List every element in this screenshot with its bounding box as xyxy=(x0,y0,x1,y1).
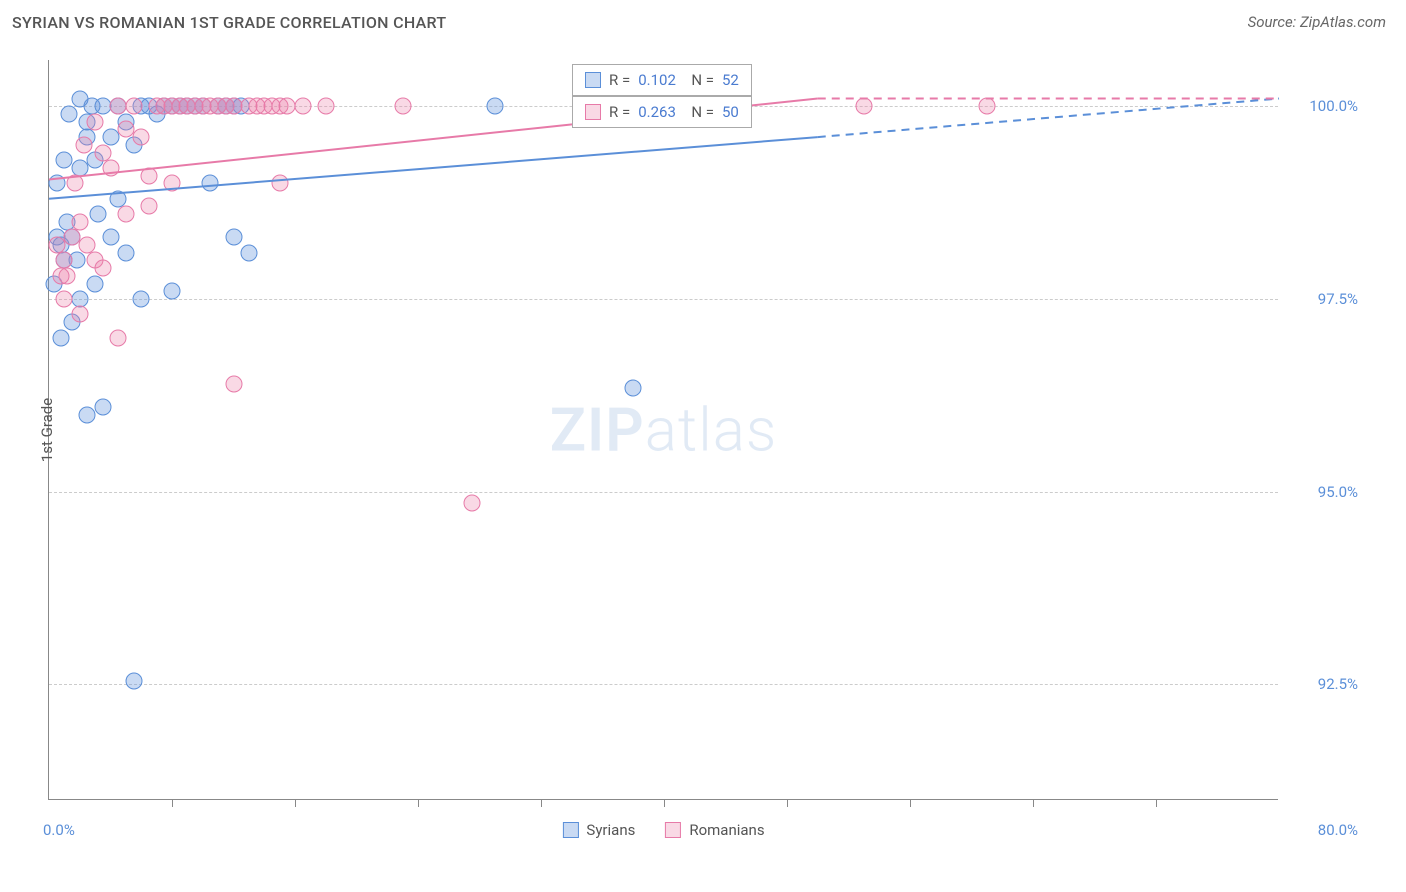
chart-legend: Syrians Romanians xyxy=(562,821,764,839)
scatter-point xyxy=(463,495,480,512)
scatter-point xyxy=(90,206,107,223)
y-tick-label: 97.5% xyxy=(1288,290,1358,308)
scatter-point xyxy=(164,283,181,300)
legend-item-romanians: Romanians xyxy=(665,821,764,839)
scatter-point xyxy=(87,275,104,292)
correlation-stat-box: R = 0.263 N = 50 xyxy=(572,96,752,128)
scatter-point xyxy=(71,213,88,230)
x-tick xyxy=(418,799,419,807)
scatter-point xyxy=(202,175,219,192)
scatter-point xyxy=(125,672,142,689)
legend-label: Syrians xyxy=(586,821,635,839)
scatter-point xyxy=(94,260,111,277)
scatter-point xyxy=(79,406,96,423)
scatter-point xyxy=(978,98,995,115)
scatter-point xyxy=(53,329,70,346)
scatter-point xyxy=(625,379,642,396)
scatter-point xyxy=(117,244,134,261)
y-tick-label: 100.0% xyxy=(1288,97,1358,115)
stat-swatch xyxy=(585,72,601,88)
stat-swatch xyxy=(585,104,601,120)
scatter-point xyxy=(71,306,88,323)
chart-source: Source: ZipAtlas.com xyxy=(1248,13,1386,31)
scatter-point xyxy=(117,206,134,223)
chart-title: SYRIAN VS ROMANIAN 1ST GRADE CORRELATION… xyxy=(12,13,446,32)
scatter-point xyxy=(486,98,503,115)
scatter-point xyxy=(164,175,181,192)
x-axis-min-label: 0.0% xyxy=(43,821,75,839)
x-tick xyxy=(172,799,173,807)
stat-n-label: N = xyxy=(684,103,714,121)
stat-r-value: 0.102 xyxy=(638,71,676,89)
scatter-point xyxy=(48,175,65,192)
watermark-bold: ZIP xyxy=(550,394,645,465)
legend-label: Romanians xyxy=(689,821,764,839)
x-tick xyxy=(787,799,788,807)
x-axis-max-label: 80.0% xyxy=(1318,821,1358,839)
stat-r-label: R = xyxy=(609,103,630,121)
watermark-light: atlas xyxy=(645,394,778,465)
scatter-point xyxy=(294,98,311,115)
x-tick xyxy=(295,799,296,807)
scatter-point xyxy=(102,229,119,246)
gridline xyxy=(49,492,1278,493)
scatter-point xyxy=(133,129,150,146)
scatter-point xyxy=(56,290,73,307)
x-tick xyxy=(1156,799,1157,807)
scatter-point xyxy=(110,329,127,346)
scatter-point xyxy=(125,98,142,115)
scatter-point xyxy=(140,198,157,215)
stat-n-value: 52 xyxy=(722,71,739,89)
stat-n-label: N = xyxy=(684,71,714,89)
stat-r-label: R = xyxy=(609,71,630,89)
scatter-point xyxy=(110,190,127,207)
gridline xyxy=(49,299,1278,300)
scatter-point xyxy=(102,159,119,176)
legend-item-syrians: Syrians xyxy=(562,821,635,839)
stat-r-value: 0.263 xyxy=(638,103,676,121)
y-tick-label: 92.5% xyxy=(1288,675,1358,693)
y-tick-label: 95.0% xyxy=(1288,483,1358,501)
scatter-point xyxy=(240,244,257,261)
scatter-point xyxy=(94,398,111,415)
scatter-point xyxy=(271,175,288,192)
legend-swatch-pink xyxy=(665,822,681,838)
scatter-point xyxy=(60,105,77,122)
scatter-point xyxy=(79,237,96,254)
scatter-point xyxy=(317,98,334,115)
scatter-point xyxy=(87,113,104,130)
chart-header: SYRIAN VS ROMANIAN 1ST GRADE CORRELATION… xyxy=(0,0,1406,44)
scatter-point xyxy=(140,167,157,184)
scatter-point xyxy=(67,175,84,192)
scatter-point xyxy=(56,252,73,269)
scatter-point xyxy=(133,290,150,307)
scatter-point xyxy=(56,152,73,169)
y-axis-title: 1st Grade xyxy=(38,397,56,461)
gridline xyxy=(49,684,1278,685)
scatter-point xyxy=(102,129,119,146)
watermark: ZIPatlas xyxy=(550,394,778,465)
x-tick xyxy=(910,799,911,807)
x-tick xyxy=(664,799,665,807)
scatter-point xyxy=(225,375,242,392)
scatter-point xyxy=(94,144,111,161)
stat-n-value: 50 xyxy=(722,103,739,121)
x-tick xyxy=(1033,799,1034,807)
scatter-point xyxy=(76,136,93,153)
correlation-stat-box: R = 0.102 N = 52 xyxy=(572,64,752,96)
x-tick xyxy=(541,799,542,807)
scatter-point xyxy=(855,98,872,115)
scatter-point xyxy=(71,90,88,107)
scatter-point xyxy=(225,229,242,246)
scatter-point xyxy=(394,98,411,115)
trendlines xyxy=(49,60,1278,799)
scatter-point xyxy=(48,237,65,254)
scatter-point xyxy=(53,267,70,284)
legend-swatch-blue xyxy=(562,822,578,838)
chart-plot-area: 1st Grade ZIPatlas 0.0% 80.0% Syrians Ro… xyxy=(48,60,1278,800)
